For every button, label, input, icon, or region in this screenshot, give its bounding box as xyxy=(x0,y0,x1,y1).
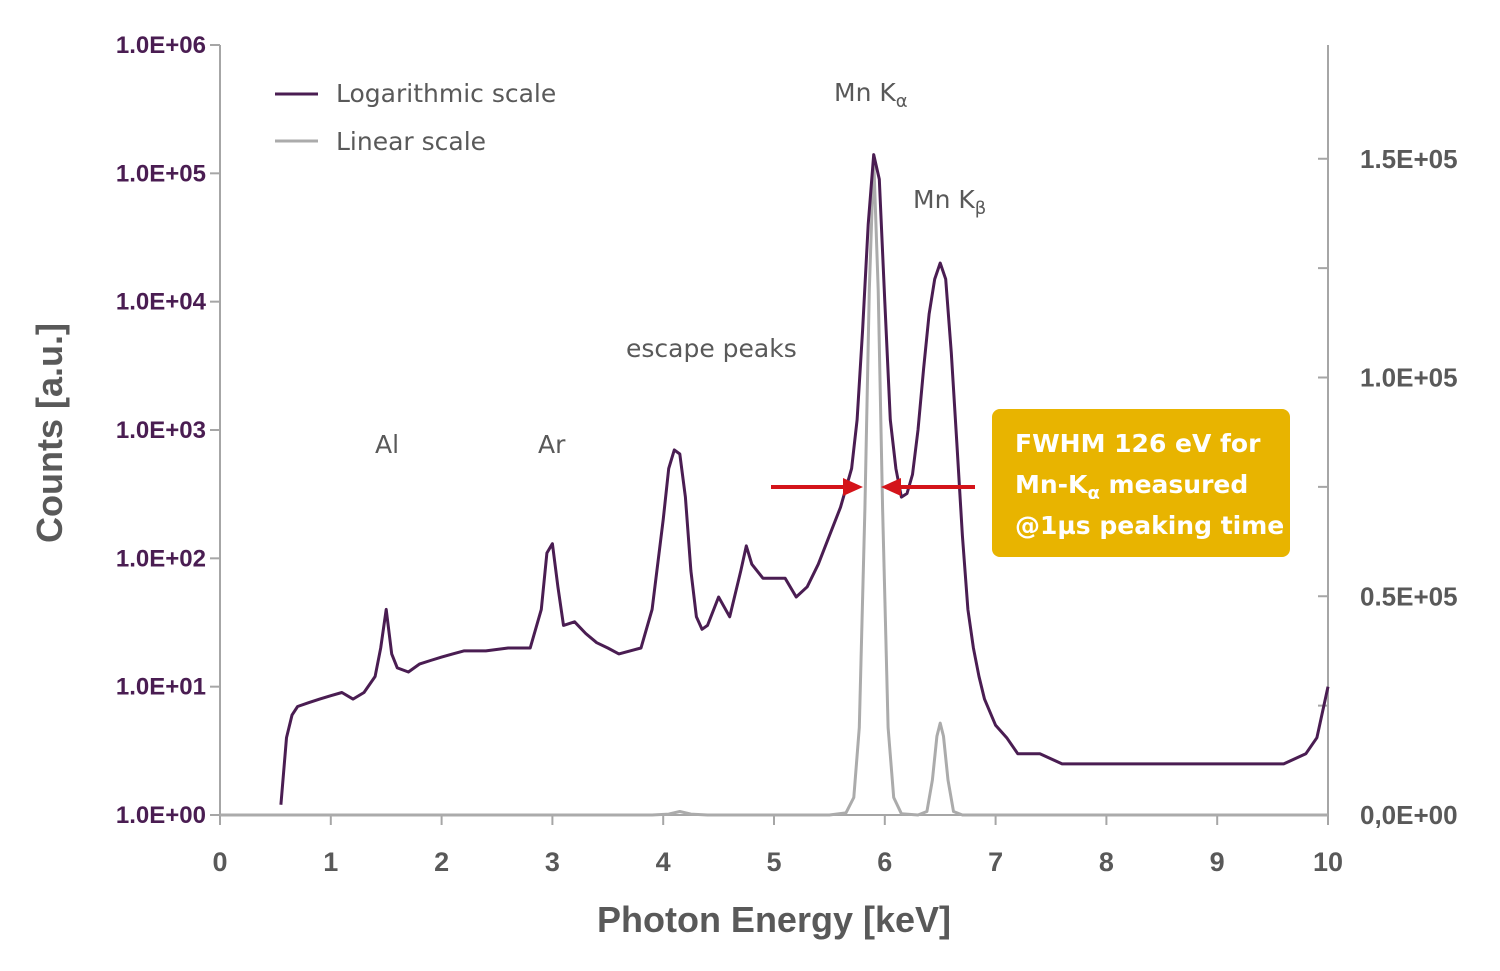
fwhm-box-line-2-pre: Mn-K xyxy=(1015,470,1089,499)
right-axis-ticks: 0,0E+00 0.5E+05 1.0E+05 1.5E+05 xyxy=(1318,144,1458,830)
fwhm-arrow-right-head xyxy=(881,478,901,496)
right-tick-label: 0,0E+00 xyxy=(1360,800,1458,830)
fwhm-arrows xyxy=(771,478,975,496)
left-tick-label: 1.0E+06 xyxy=(116,32,206,59)
x-tick-label: 9 xyxy=(1210,847,1225,877)
legend-label-log: Logarithmic scale xyxy=(336,79,556,108)
annotation-mn-kb-sub: β xyxy=(975,198,987,219)
annotation-ar: Ar xyxy=(538,430,566,459)
left-tick-label: 1.0E+00 xyxy=(116,802,206,829)
fwhm-box-background xyxy=(992,409,1290,557)
right-tick-label: 1.5E+05 xyxy=(1360,144,1458,174)
annotation-mn-ka-main: Mn K xyxy=(834,78,896,107)
fwhm-box: FWHM 126 eV for Mn-Kα measured @1µs peak… xyxy=(992,409,1290,557)
left-tick-label: 1.0E+01 xyxy=(116,674,206,701)
x-tick-label: 7 xyxy=(988,847,1003,877)
x-tick-label: 3 xyxy=(545,847,560,877)
y-axis-title: Counts [a.u.] xyxy=(29,323,70,543)
left-tick-label: 1.0E+04 xyxy=(116,289,207,316)
left-tick-label: 1.0E+05 xyxy=(116,160,206,187)
legend-label-linear: Linear scale xyxy=(336,127,486,156)
fwhm-box-line-2-sub: α xyxy=(1087,483,1099,504)
x-tick-label: 1 xyxy=(323,847,338,877)
x-tick-label: 0 xyxy=(212,847,227,877)
right-tick-label: 0.5E+05 xyxy=(1360,581,1458,611)
left-tick-label: 1.0E+02 xyxy=(116,545,206,572)
right-tick-label: 1.0E+05 xyxy=(1360,363,1458,393)
series-line-logarithmic-scale xyxy=(279,153,1330,805)
x-axis-title: Photon Energy [keV] xyxy=(597,899,951,940)
x-tick-label: 5 xyxy=(766,847,781,877)
left-tick-label: 1.0E+03 xyxy=(116,417,206,444)
series-line-linear-scale xyxy=(220,157,1328,817)
fwhm-arrow-left-head xyxy=(843,478,863,496)
annotation-mn-ka-sub: α xyxy=(896,91,908,112)
series-layer xyxy=(220,153,1330,817)
x-tick-label: 4 xyxy=(656,847,671,877)
annotation-mn-ka: Mn Kα xyxy=(834,78,908,112)
x-axis-ticks: 0 1 2 3 4 5 6 7 8 9 10 xyxy=(212,815,1343,877)
fwhm-box-line-2-post: measured xyxy=(1100,470,1248,499)
annotation-mn-kb-main: Mn K xyxy=(913,185,975,214)
fwhm-box-line-1: FWHM 126 eV for xyxy=(1015,429,1261,458)
x-tick-label: 6 xyxy=(877,847,892,877)
annotation-al: Al xyxy=(375,430,399,459)
left-axis-ticks: 1.0E+00 1.0E+01 1.0E+02 1.0E+03 1.0E+04 1.0E+… xyxy=(116,32,220,829)
peak-annotations: Al Ar escape peaks Mn Kα Mn Kβ xyxy=(375,78,986,459)
legend: Logarithmic scale Linear scale xyxy=(275,79,556,156)
x-tick-label: 8 xyxy=(1099,847,1114,877)
fwhm-box-line-2: Mn-Kα measured xyxy=(1015,470,1248,504)
annotation-escape-peaks: escape peaks xyxy=(626,334,797,363)
x-tick-label: 2 xyxy=(434,847,449,877)
fwhm-box-line-3: @1µs peaking time xyxy=(1015,511,1284,540)
annotation-mn-kb: Mn Kβ xyxy=(913,185,986,219)
x-tick-label: 10 xyxy=(1313,847,1343,877)
